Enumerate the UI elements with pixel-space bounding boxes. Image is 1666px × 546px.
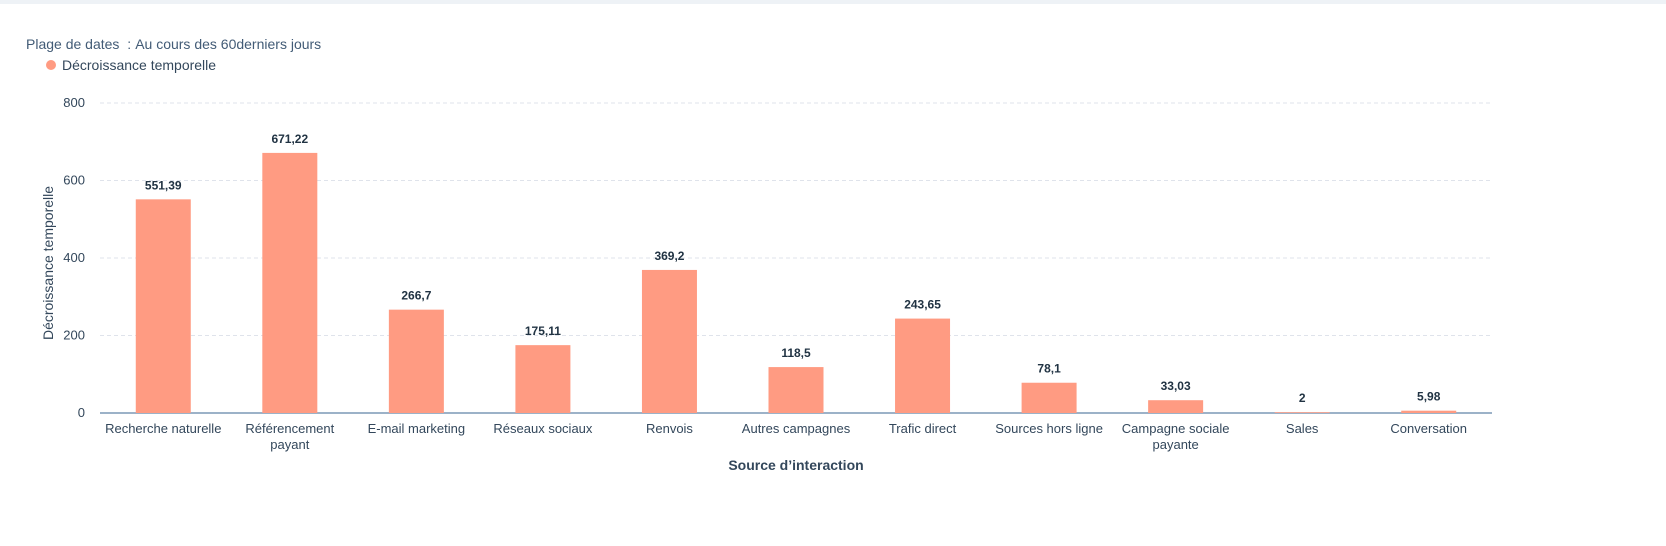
- y-tick-label: 600: [63, 173, 85, 188]
- y-tick-label: 800: [63, 95, 85, 110]
- y-tick-label: 0: [78, 405, 85, 420]
- bar[interactable]: [1274, 412, 1330, 413]
- x-tick-label: Autres campagnes: [742, 421, 851, 436]
- x-tick-label: E-mail marketing: [368, 421, 466, 436]
- legend-label: Décroissance temporelle: [62, 57, 217, 73]
- legend-swatch: [46, 60, 56, 70]
- bar[interactable]: [1021, 382, 1077, 413]
- x-tick-label: payante: [1153, 437, 1199, 452]
- bar[interactable]: [641, 269, 697, 413]
- top-border: [0, 0, 1666, 4]
- bar-value-label: 551,39: [145, 178, 182, 192]
- x-tick-label: Campagne sociale: [1122, 421, 1230, 436]
- bar-value-label: 118,5: [781, 346, 811, 360]
- bar-value-label: 243,65: [904, 298, 941, 312]
- bar-value-label: 5,98: [1417, 390, 1441, 404]
- date-range-separator: :: [123, 36, 132, 52]
- bar[interactable]: [135, 199, 191, 413]
- bar[interactable]: [1148, 400, 1204, 413]
- x-tick-label: Recherche naturelle: [105, 421, 221, 436]
- x-tick-label: Référencement: [245, 421, 334, 436]
- x-tick-label: payant: [270, 437, 309, 452]
- x-tick-label: Réseaux sociaux: [493, 421, 592, 436]
- bar-value-label: 33,03: [1161, 379, 1191, 393]
- bar-value-label: 78,1: [1037, 362, 1061, 376]
- date-range-label: Plage de dates: [26, 36, 120, 52]
- bar-value-label: 2: [1299, 391, 1306, 405]
- bar[interactable]: [515, 345, 571, 413]
- y-tick-label: 200: [63, 328, 85, 343]
- x-tick-label: Sources hors ligne: [995, 421, 1103, 436]
- date-range-value: Au cours des 60derniers jours: [135, 36, 322, 52]
- bar-value-label: 369,2: [654, 249, 684, 263]
- bar-value-label: 175,11: [525, 324, 561, 338]
- date-range-text: Plage de dates : Au cours des 60derniers …: [26, 36, 321, 52]
- y-tick-label: 400: [63, 250, 85, 265]
- x-tick-label: Renvois: [646, 421, 693, 436]
- bar[interactable]: [262, 152, 318, 413]
- y-axis-title: Décroissance temporelle: [40, 186, 56, 340]
- x-tick-label: Sales: [1286, 421, 1319, 436]
- bar-value-label: 671,22: [271, 132, 308, 146]
- bar[interactable]: [895, 318, 951, 413]
- bar[interactable]: [1401, 410, 1457, 413]
- bar-value-label: 266,7: [401, 289, 431, 303]
- bar[interactable]: [768, 367, 824, 413]
- x-tick-label: Conversation: [1390, 421, 1467, 436]
- chart-legend[interactable]: Décroissance temporelle: [46, 57, 216, 73]
- x-axis-title: Source d’interaction: [728, 457, 863, 473]
- bar[interactable]: [388, 309, 444, 413]
- x-tick-label: Trafic direct: [889, 421, 957, 436]
